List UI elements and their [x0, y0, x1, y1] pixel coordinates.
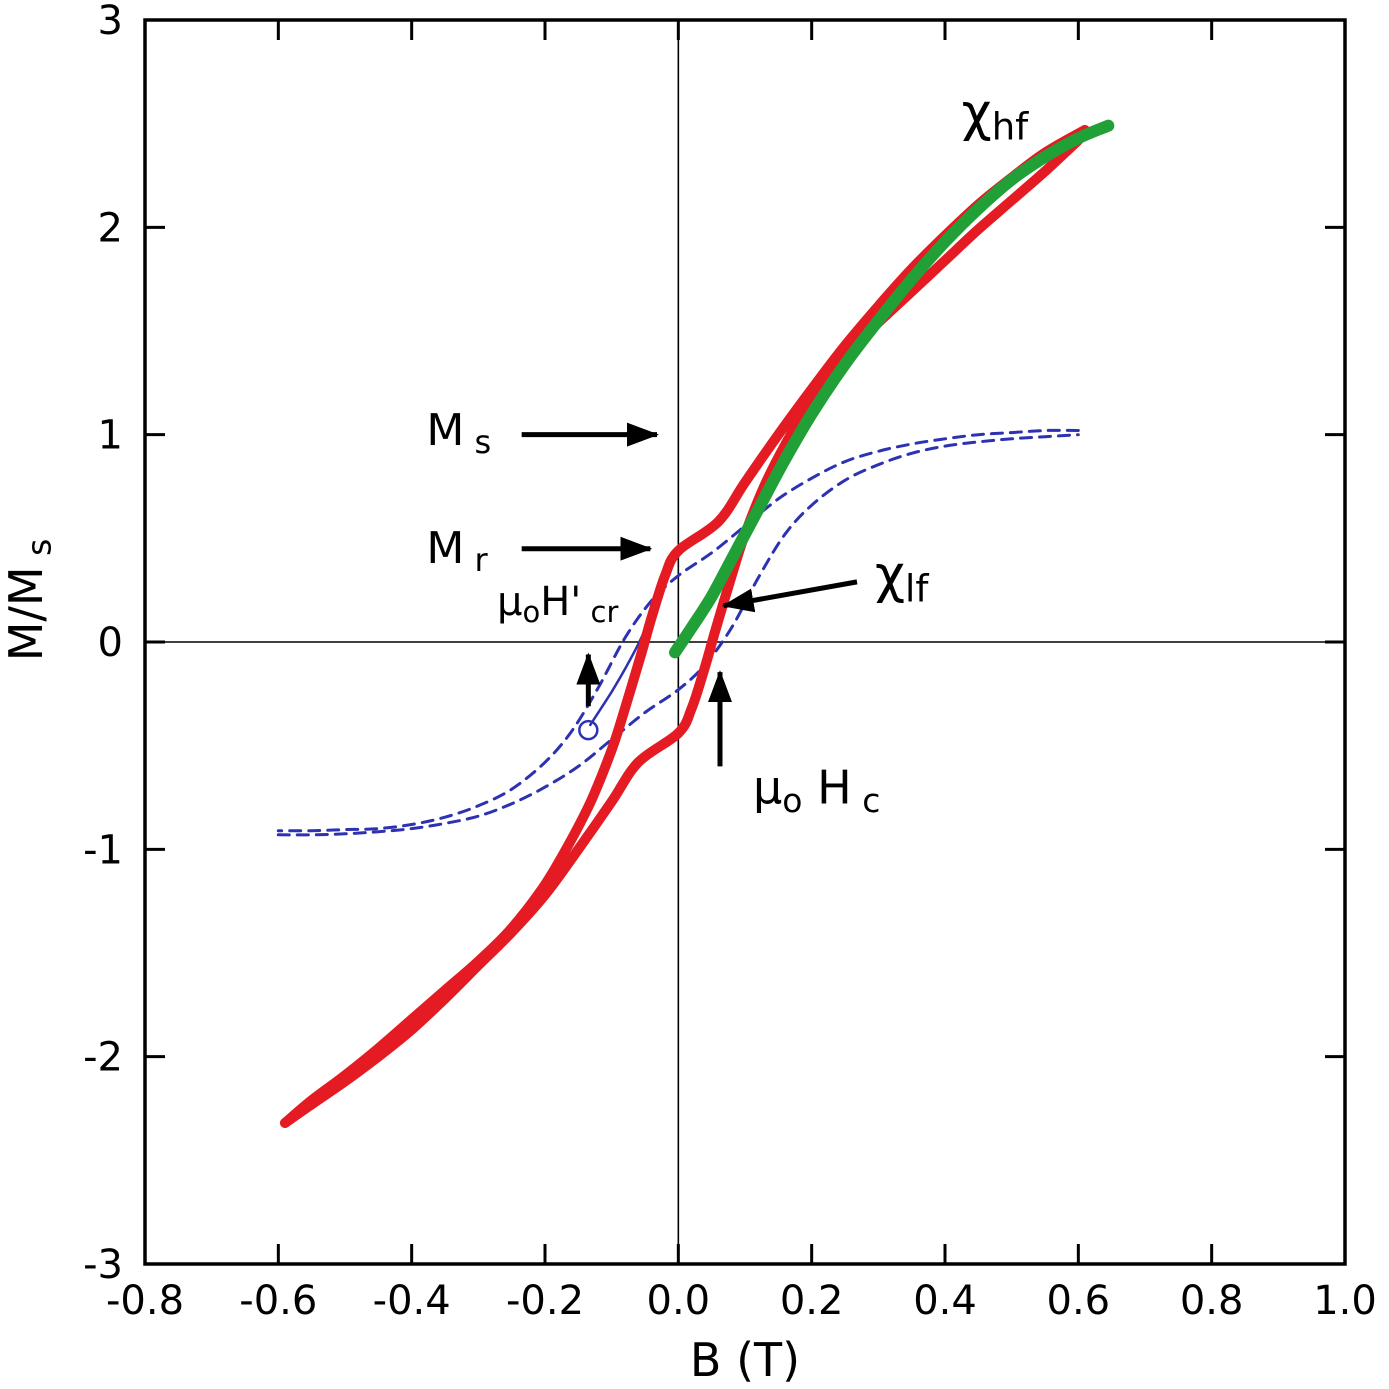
x-tick-label: -0.6 — [239, 1278, 317, 1324]
x-tick-label: -0.2 — [506, 1278, 584, 1324]
annotation-m-r-label: M r — [426, 523, 488, 579]
hysteresis-loop-ascending-branch-path — [280, 135, 1084, 1128]
annotation-chi-hf-label: χhf — [962, 83, 1029, 148]
x-tick-label: 0.0 — [647, 1278, 711, 1324]
y-tick-label: 1 — [98, 413, 123, 459]
x-tick-label: 0.6 — [1047, 1278, 1111, 1324]
y-axis-title: M/M s — [0, 539, 58, 662]
x-tick-label: 0.8 — [1180, 1278, 1244, 1324]
annotation-chi-lf-arrow — [721, 579, 858, 613]
x-axis-tick-labels: -0.8 -0.6 -0.4 -0.2 0.0 0.2 0.4 0.6 0.8 1.0 — [106, 1278, 1377, 1324]
y-tick-label: 2 — [98, 205, 123, 251]
x-tick-label: -0.4 — [373, 1278, 451, 1324]
y-tick-label: -3 — [83, 1242, 123, 1288]
x-tick-label: 1.0 — [1313, 1278, 1377, 1324]
y-tick-label: 0 — [98, 620, 123, 666]
annotation-m-s-label: M s — [426, 405, 491, 461]
y-axis-tick-labels: -3 -2 -1 0 1 2 3 — [83, 0, 123, 1288]
x-axis-title: B (T) — [690, 1333, 800, 1387]
y-tick-label: -2 — [83, 1035, 123, 1081]
x-tick-label: 0.2 — [780, 1278, 844, 1324]
y-tick-label: -1 — [83, 827, 123, 873]
x-tick-label: 0.4 — [913, 1278, 977, 1324]
annotation-mu0-h-cr-prime-label: μoH' cr — [497, 579, 618, 629]
plot-frame — [143, 18, 1347, 1266]
annotation-mu0-h-c-label: μo H c — [753, 761, 880, 820]
initial-magnetization-curve-path — [669, 119, 1115, 659]
annotation-chi-lf-label: χlf — [875, 545, 929, 610]
hysteresis-loop-descending-branch-path — [280, 124, 1090, 1128]
x-tick-label: -0.8 — [106, 1278, 184, 1324]
backfield-start-open-circle-marker — [578, 719, 599, 741]
ferromagnetic-component-lower-branch-path — [276, 433, 1080, 837]
y-tick-label: 3 — [98, 0, 123, 44]
